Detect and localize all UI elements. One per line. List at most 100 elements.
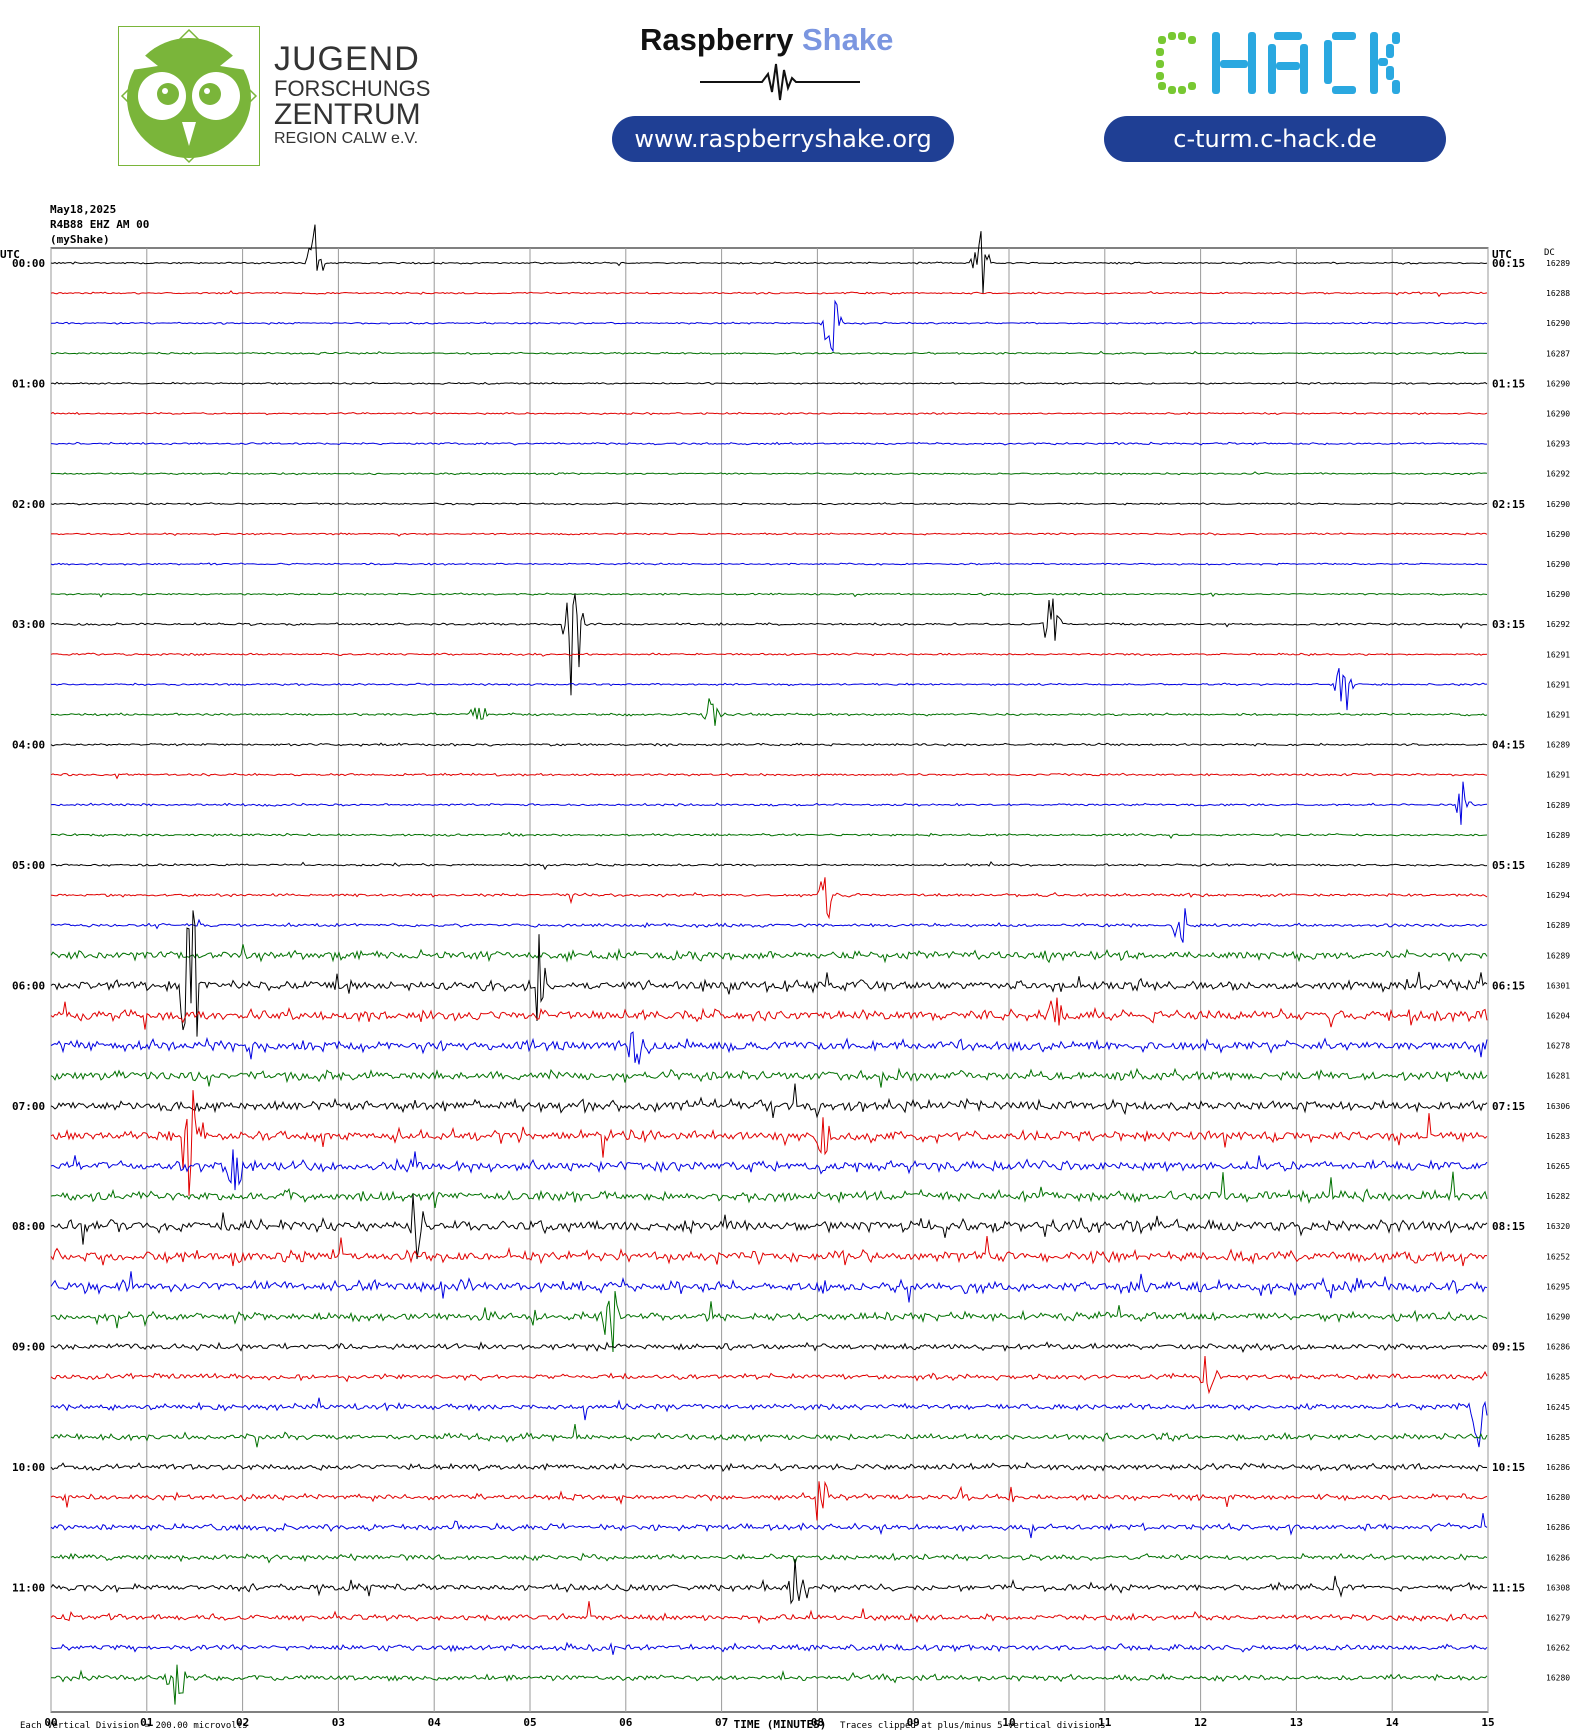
dc-value-label: 16289 (1546, 951, 1570, 960)
seismic-trace (50, 652, 1488, 657)
jfz-line3: ZENTRUM (274, 98, 421, 131)
footer-scale-note: Each Vertical Division = 200.00 microvol… (20, 1721, 248, 1731)
seismic-trace (50, 1090, 1488, 1196)
raspberry-shake-logo: Raspberry Shake (640, 22, 893, 58)
seismic-trace (50, 592, 1488, 598)
dc-value-label: 16320 (1546, 1222, 1570, 1231)
seismic-trace (50, 593, 1488, 696)
dc-value-label: 16283 (1546, 1132, 1570, 1141)
x-tick-label: 11 (1098, 1716, 1112, 1729)
x-tick-label: 01 (140, 1716, 154, 1729)
dc-value-label: 16290 (1546, 1313, 1570, 1322)
seismic-trace (50, 860, 1488, 871)
seismic-trace (50, 910, 1488, 1037)
left-hour-label: 06:00 (12, 979, 45, 992)
seismic-trace (50, 1355, 1488, 1395)
dc-value-label: 16286 (1546, 1553, 1570, 1562)
dc-value-label: 16204 (1546, 1012, 1570, 1021)
seismic-wave-icon (700, 63, 860, 101)
dc-value-label: 16286 (1546, 1523, 1570, 1532)
seismic-trace (50, 1271, 1488, 1303)
dc-value-label: 16295 (1546, 1282, 1570, 1291)
dc-value-label: 16278 (1546, 1042, 1570, 1051)
seismic-trace (50, 698, 1488, 726)
dc-value-label: 16285 (1546, 1373, 1570, 1382)
dc-value-label: 16290 (1546, 379, 1570, 388)
dc-label: DC (1544, 248, 1555, 258)
grid-layer (50, 247, 1489, 1713)
x-tick-label: 07 (715, 1716, 728, 1729)
chack-logo-icon (1156, 32, 1400, 94)
dc-value-label: 16281 (1546, 1072, 1570, 1081)
dc-value-label: 16289 (1546, 861, 1570, 870)
dc-value-label: 16290 (1546, 410, 1570, 419)
dc-value-label: 16290 (1546, 530, 1570, 539)
dc-value-label: 16291 (1546, 650, 1570, 659)
seismic-trace (50, 997, 1488, 1030)
x-tick-label: 00 (44, 1716, 57, 1729)
dc-value-label: 16293 (1546, 440, 1570, 449)
dc-value-label: 16289 (1546, 741, 1570, 750)
rs-name-part2: Shake (801, 22, 894, 57)
footer-clip-note: Traces clipped at plus/minus 5 vertical … (840, 1721, 1106, 1731)
seismic-trace (50, 1341, 1488, 1353)
jfz-line4: REGION CALW e.V. (274, 130, 419, 147)
x-tick-label: 09 (907, 1716, 920, 1729)
seismic-trace (50, 742, 1488, 748)
seismic-trace (50, 1558, 1488, 1605)
seismic-trace (50, 1641, 1488, 1655)
seismic-trace (50, 772, 1488, 780)
left-hour-label: 02:00 (12, 498, 45, 511)
seismic-trace (50, 1480, 1488, 1521)
raspberryshake-url-pill[interactable]: www.raspberryshake.org (612, 116, 954, 162)
seismic-trace (51, 1664, 1488, 1705)
left-hour-label: 08:00 (12, 1220, 45, 1233)
seismic-trace (50, 831, 1488, 840)
dc-value-label: 16262 (1546, 1644, 1570, 1653)
dc-value-label: 16301 (1546, 981, 1570, 990)
right-hour-label: 02:15 (1492, 498, 1525, 511)
dc-value-label: 16290 (1546, 560, 1570, 569)
seismic-trace (50, 471, 1488, 476)
right-hour-label: 00:15 (1492, 257, 1525, 270)
seismic-trace (50, 1235, 1488, 1267)
dc-value-label: 16290 (1546, 500, 1570, 509)
x-tick-label: 05 (523, 1716, 536, 1729)
left-hour-label: 03:00 (12, 618, 45, 631)
right-axis-label: UTC (1492, 248, 1512, 261)
dc-value-label: 16291 (1546, 680, 1570, 689)
seismic-trace (50, 441, 1487, 446)
seismic-trace (50, 944, 1488, 964)
dc-value-label: 16292 (1546, 620, 1570, 629)
left-hour-label: 01:00 (12, 377, 45, 390)
dc-value-label: 16280 (1546, 1674, 1570, 1683)
seismic-trace (50, 532, 1488, 537)
dc-value-label: 16292 (1546, 470, 1570, 479)
dc-value-label: 16289 (1546, 801, 1570, 810)
jfz-line1: JUGEND (274, 40, 420, 78)
chart-title-line: R4B88 EHZ AM 00 (50, 218, 149, 231)
seismic-trace (50, 1291, 1488, 1353)
dc-value-label: 16285 (1546, 1433, 1570, 1442)
x-tick-label: 15 (1481, 1716, 1494, 1729)
seismic-trace (50, 411, 1488, 416)
dc-value-label: 16286 (1546, 1463, 1570, 1472)
dc-value-label: 16279 (1546, 1614, 1570, 1623)
chack-url-pill[interactable]: c-turm.c-hack.de (1104, 116, 1446, 162)
label-layer: 00 01 02 03 04 05 06 07 08 09 10 11 12 13 14 15 May18,20… (0, 203, 1570, 1731)
dc-value-label: 16288 (1546, 289, 1570, 298)
right-hour-label: 05:15 (1492, 859, 1525, 872)
dc-value-label: 16245 (1546, 1403, 1570, 1412)
owl-logo-icon (118, 26, 260, 166)
seismic-trace (50, 1397, 1488, 1448)
seismic-trace (50, 1083, 1488, 1119)
header-logos: JUGEND FORSCHUNGS ZENTRUM REGION CALW e.… (0, 0, 1570, 180)
right-hour-label: 04:15 (1492, 739, 1525, 752)
dc-value-label: 16290 (1546, 590, 1570, 599)
dc-value-label: 16306 (1546, 1102, 1570, 1111)
dc-value-label: 16286 (1546, 1343, 1570, 1352)
chart-title-line: May18,2025 (50, 203, 116, 216)
dc-value-label: 16287 (1546, 349, 1570, 358)
right-hour-label: 03:15 (1492, 618, 1525, 631)
dc-value-label: 16290 (1546, 319, 1570, 328)
